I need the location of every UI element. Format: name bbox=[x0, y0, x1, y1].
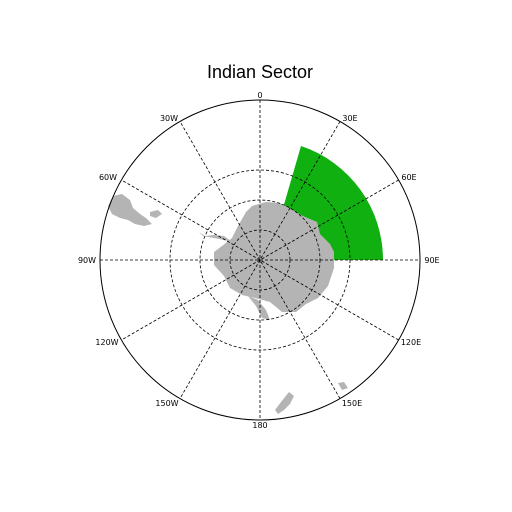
longitude-label-180: 180 bbox=[252, 421, 267, 430]
map-title: Indian Sector bbox=[206, 62, 314, 82]
falkland-islands bbox=[150, 210, 162, 218]
new-zealand bbox=[275, 392, 294, 414]
tasmania bbox=[338, 382, 348, 390]
map-boundary-circle bbox=[99, 99, 421, 421]
longitude-label-150w: 150W bbox=[155, 399, 178, 408]
longitude-label-60e: 60E bbox=[401, 173, 416, 182]
longitude-label-90e: 90E bbox=[424, 256, 439, 265]
antarctica-landmass bbox=[214, 202, 334, 312]
longitude-label-60w: 60W bbox=[99, 173, 117, 182]
antarctic-peninsula bbox=[199, 232, 232, 242]
longitude-label-30w: 30W bbox=[160, 114, 178, 123]
longitude-label-120w: 120W bbox=[95, 338, 118, 347]
meridian-lines bbox=[100, 100, 420, 420]
longitude-label-30e: 30E bbox=[342, 114, 357, 123]
ross-ice-shelf bbox=[248, 296, 270, 320]
longitude-label-90w: 90W bbox=[78, 256, 96, 265]
meridian-150e-30w bbox=[179, 121, 341, 399]
longitude-label-120e: 120E bbox=[401, 338, 421, 347]
longitude-label-150e: 150E bbox=[342, 399, 362, 408]
longitude-label-0: 0 bbox=[257, 91, 262, 100]
south-america-tip bbox=[108, 194, 152, 226]
